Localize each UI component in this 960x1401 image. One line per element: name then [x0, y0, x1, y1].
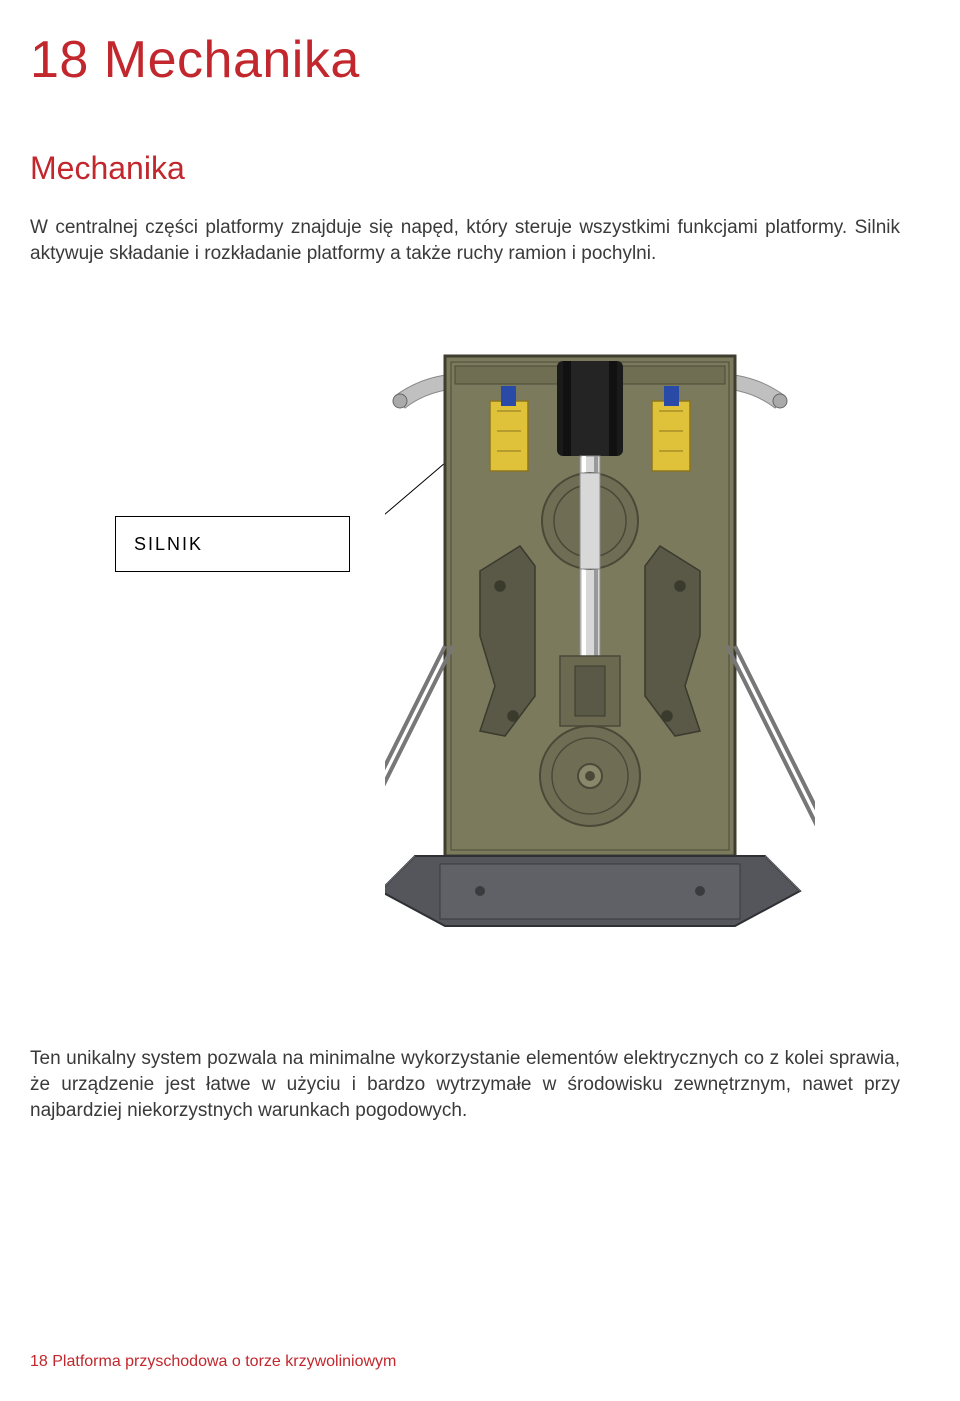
mechanism-right — [645, 546, 700, 736]
paragraph-2: Ten unikalny system pozwala na minimalne… — [30, 1046, 900, 1123]
footer-text: 18 Platforma przyschodowa o torze krzywo… — [30, 1353, 396, 1371]
device-illustration — [385, 336, 815, 956]
mechanical-diagram: SILNIK — [115, 336, 815, 956]
callout-silnik: SILNIK — [115, 516, 350, 572]
paragraph-1: W centralnej części platformy znajduje s… — [30, 215, 900, 266]
strut-right — [727, 646, 815, 846]
strut-left — [385, 646, 453, 846]
mechanism-left — [480, 546, 535, 736]
section-title: Mechanika — [30, 150, 900, 187]
page-title: 18 Mechanika — [30, 30, 900, 90]
diagram-container: SILNIK — [30, 336, 900, 956]
